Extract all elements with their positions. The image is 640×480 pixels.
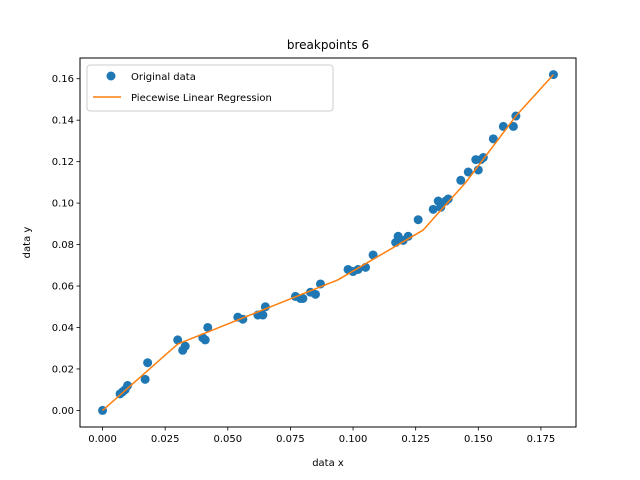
- data-point-5: [140, 374, 150, 384]
- data-point-11: [200, 335, 210, 345]
- data-point-34: [428, 204, 438, 214]
- legend-label-original-data: Original data: [131, 72, 196, 83]
- x-tick-label: 0.150: [464, 434, 493, 445]
- data-point-7: [173, 335, 183, 345]
- data-point-36: [436, 202, 446, 212]
- y-axis-label: data y: [22, 227, 33, 259]
- plot-frame: [79, 57, 577, 428]
- x-tick-label: 0.175: [527, 434, 556, 445]
- data-point-38: [443, 194, 453, 204]
- regression-line: [102, 74, 555, 411]
- y-tick-label: 0.02: [52, 364, 74, 375]
- y-tick-label: 0.00: [52, 406, 74, 417]
- data-point-16: [258, 310, 268, 320]
- data-point-32: [403, 231, 413, 241]
- y-tick-label: 0.14: [52, 116, 74, 127]
- x-tick-label: 0.075: [276, 434, 305, 445]
- legend-marker-original-data: [106, 71, 116, 81]
- x-axis-label: data x: [312, 458, 344, 469]
- data-point-4: [123, 381, 133, 391]
- x-tick-label: 0.025: [151, 434, 180, 445]
- data-point-33: [413, 215, 423, 225]
- data-point-47: [508, 121, 518, 131]
- y-tick-label: 0.06: [52, 282, 74, 293]
- x-tick-label: 0.100: [339, 434, 368, 445]
- data-point-17: [260, 302, 270, 312]
- y-tick-label: 0.08: [52, 240, 74, 251]
- legend-box: [86, 64, 334, 112]
- y-axis: 0.00 0.02 0.04 0.06 0.08 0.10 0.12 0.14 0.16: [52, 74, 80, 417]
- x-tick-label: 0.050: [213, 434, 242, 445]
- data-point-22: [310, 289, 320, 299]
- data-point-6: [143, 358, 153, 368]
- legend-label-piecewise-regression: Piecewise Linear Regression: [131, 93, 272, 104]
- data-point-39: [456, 175, 466, 185]
- plot-series: [98, 70, 558, 415]
- data-point-20: [298, 293, 308, 303]
- y-tick-label: 0.16: [52, 74, 74, 85]
- x-tick-label: 0.000: [88, 434, 117, 445]
- x-axis: 0.000 0.025 0.050 0.075 0.100 0.125 0.150 0.175: [88, 427, 555, 445]
- y-tick-label: 0.10: [52, 199, 74, 210]
- data-point-12: [203, 322, 213, 332]
- data-point-40: [463, 167, 473, 177]
- data-point-45: [488, 134, 498, 144]
- data-point-9: [180, 341, 190, 351]
- y-tick-label: 0.12: [52, 157, 74, 168]
- x-tick-label: 0.125: [401, 434, 430, 445]
- chart-title: breakpoints 6: [287, 38, 369, 52]
- y-tick-label: 0.04: [52, 323, 74, 334]
- legend: Original data Piecewise Linear Regressio…: [86, 64, 334, 112]
